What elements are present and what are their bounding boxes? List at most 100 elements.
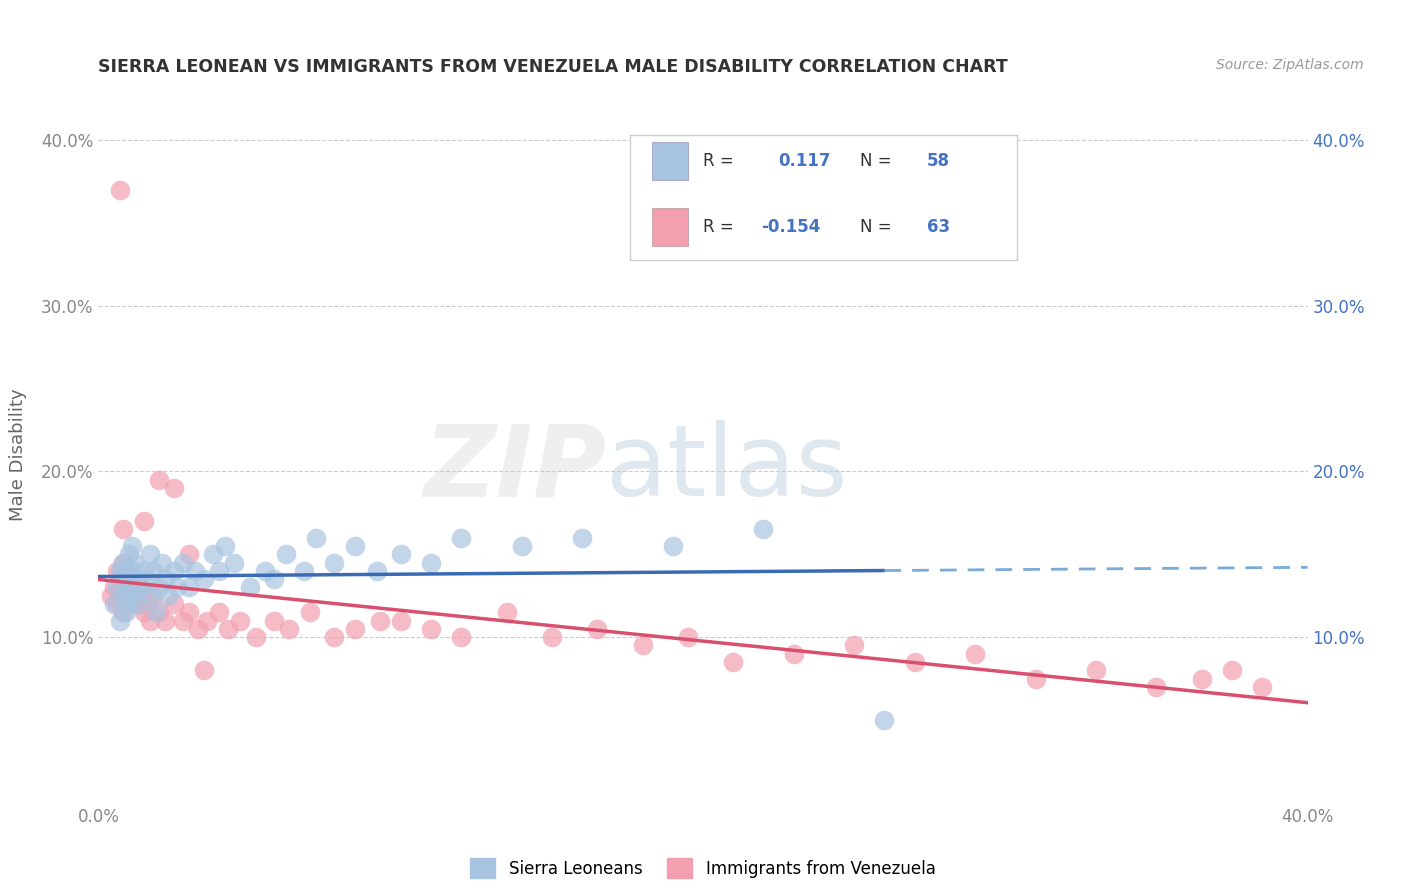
Point (277, 622, 299, 636)
Point (783, 647, 806, 661)
Point (571, 531, 593, 545)
Point (118, 597, 141, 611)
Point (193, 572, 215, 586)
Point (108, 183, 131, 197)
Point (111, 556, 134, 570)
Point (108, 564, 131, 578)
Point (217, 622, 239, 636)
Bar (652, 142, 689, 180)
Text: ZIP: ZIP (423, 420, 606, 517)
Point (114, 564, 136, 578)
Point (179, 605, 201, 619)
Legend: Sierra Leoneans, Immigrants from Venezuela: Sierra Leoneans, Immigrants from Venezue… (464, 851, 942, 885)
Point (145, 605, 167, 619)
Point (586, 622, 609, 636)
Point (368, 614, 391, 628)
Point (108, 572, 131, 586)
Point (156, 589, 179, 603)
Point (105, 597, 128, 611)
Point (132, 605, 155, 619)
Point (103, 597, 125, 611)
Point (111, 572, 134, 586)
Point (208, 605, 231, 619)
Point (150, 556, 173, 570)
Point (224, 556, 246, 570)
Point (1251, 680, 1274, 694)
Text: 63: 63 (927, 218, 950, 236)
Point (323, 556, 346, 570)
Point (129, 589, 152, 603)
Point (844, 639, 866, 653)
Point (179, 581, 201, 595)
Point (139, 589, 162, 603)
Point (1024, 672, 1046, 686)
Point (132, 514, 155, 528)
Point (127, 597, 149, 611)
Point (153, 614, 176, 628)
Point (108, 589, 131, 603)
Text: SIERRA LEONEAN VS IMMIGRANTS FROM VENEZUELA MALE DISABILITY CORRELATION CHART: SIERRA LEONEAN VS IMMIGRANTS FROM VENEZU… (98, 58, 1008, 76)
Point (389, 614, 412, 628)
Point (111, 523, 134, 537)
Point (184, 564, 207, 578)
Point (179, 547, 201, 561)
Point (135, 572, 157, 586)
Point (111, 605, 134, 619)
Point (202, 547, 225, 561)
Point (105, 564, 128, 578)
Point (148, 473, 170, 487)
Point (124, 556, 146, 570)
Point (135, 597, 157, 611)
Point (1191, 672, 1213, 686)
Point (676, 630, 699, 644)
Point (305, 531, 328, 545)
Point (121, 589, 143, 603)
Point (127, 597, 149, 611)
Point (662, 539, 685, 553)
Point (323, 630, 346, 644)
Point (229, 614, 252, 628)
Text: Source: ZipAtlas.com: Source: ZipAtlas.com (1216, 58, 1364, 72)
Point (121, 589, 143, 603)
Point (873, 713, 896, 727)
Point (1220, 663, 1243, 677)
Text: 0.117: 0.117 (778, 152, 831, 170)
Point (153, 572, 176, 586)
Point (118, 597, 141, 611)
Point (1144, 680, 1167, 694)
Point (420, 622, 443, 636)
Point (114, 581, 136, 595)
Point (631, 639, 654, 653)
FancyBboxPatch shape (630, 135, 1018, 260)
Point (172, 614, 194, 628)
Point (752, 523, 775, 537)
Point (118, 572, 141, 586)
Point (163, 564, 186, 578)
Point (239, 581, 262, 595)
Point (193, 663, 215, 677)
Point (105, 581, 128, 595)
Text: atlas: atlas (606, 420, 848, 517)
Point (163, 481, 186, 495)
Point (127, 572, 149, 586)
Point (121, 539, 143, 553)
Point (142, 589, 165, 603)
Point (253, 564, 276, 578)
Point (114, 605, 136, 619)
Point (148, 605, 170, 619)
Point (124, 581, 146, 595)
Text: R =: R = (703, 152, 734, 170)
Point (103, 581, 125, 595)
Text: N =: N = (860, 152, 891, 170)
Point (245, 630, 267, 644)
Point (450, 630, 472, 644)
Bar (652, 208, 689, 246)
Point (108, 614, 131, 628)
Point (124, 581, 146, 595)
Point (163, 597, 186, 611)
Point (142, 564, 165, 578)
Point (292, 564, 315, 578)
Point (344, 622, 367, 636)
Point (450, 531, 472, 545)
Point (904, 655, 927, 669)
